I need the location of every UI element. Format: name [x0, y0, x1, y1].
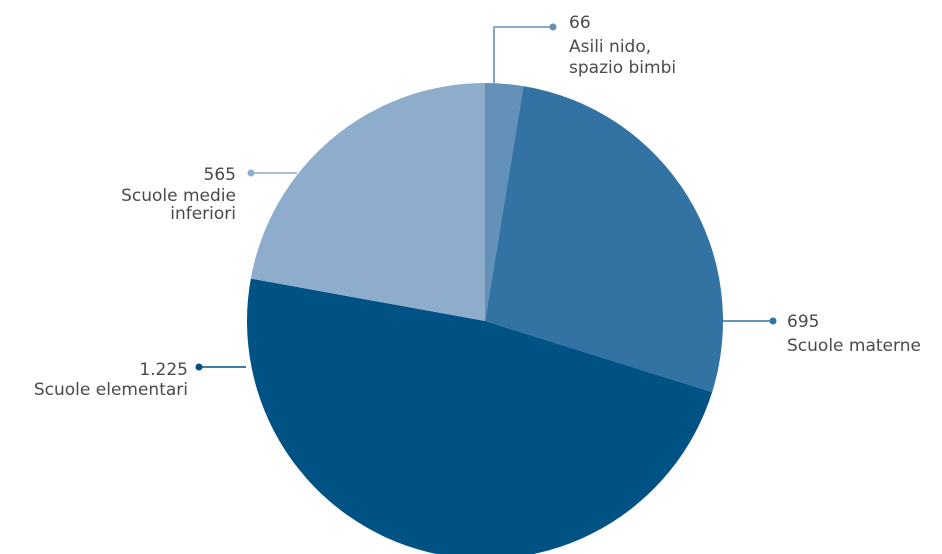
slice-name-label: inferiori [170, 204, 236, 224]
slice-name-label: spazio bimbi [569, 58, 676, 78]
leader-dot [195, 363, 203, 371]
leader-line [493, 26, 553, 83]
slice-labels: 66 Asili nido,spazio bimbi 695 Scuole mater… [34, 13, 921, 400]
pie-slice [485, 86, 723, 393]
leader-dot [769, 317, 777, 325]
slice-name-label: Asili nido, [569, 37, 651, 57]
slice-value-label: 695 [787, 312, 819, 332]
slice-value-label: 565 [204, 165, 236, 185]
pie-slice [485, 83, 524, 321]
pie-slice [247, 278, 713, 554]
leader-dot [247, 169, 255, 177]
pie-slices [247, 83, 723, 554]
slice-name-label: Scuole materne [787, 336, 921, 356]
slice-value-label: 66 [569, 13, 591, 33]
pie-slice [250, 83, 485, 321]
slice-value-label: 1.225 [139, 360, 188, 380]
leader-dot [549, 23, 557, 31]
slice-name-label: Scuole elementari [34, 380, 188, 400]
slice-name-label: Scuole medie [121, 186, 236, 206]
